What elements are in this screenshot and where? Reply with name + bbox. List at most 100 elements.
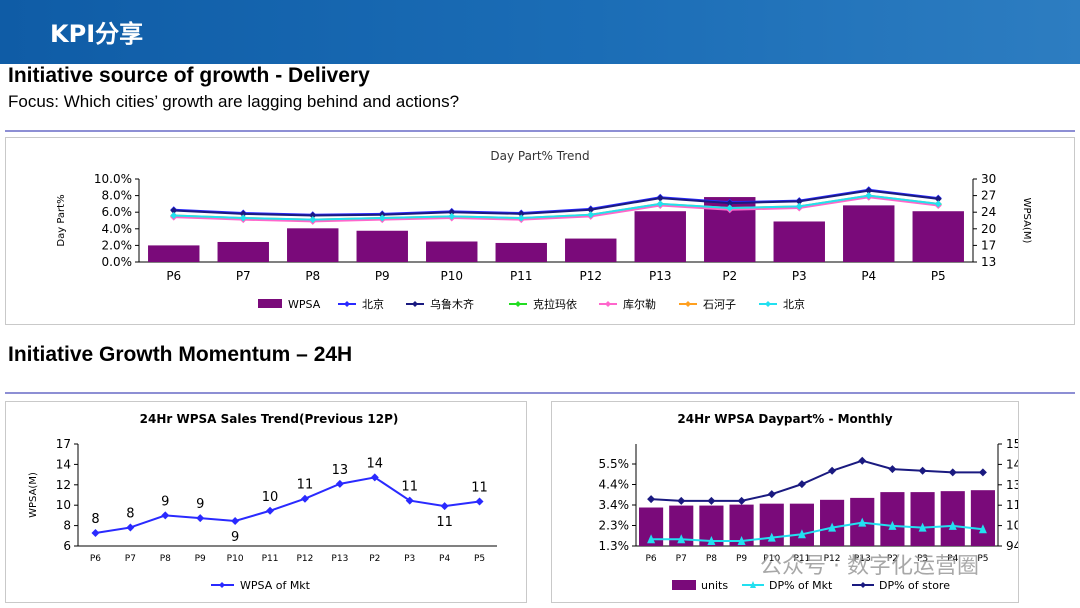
chart1-legend-label: WPSA: [288, 298, 321, 311]
chart1-xtick-label: P7: [236, 269, 251, 283]
chart2-ytick-label: 14: [56, 457, 71, 471]
chart3-series-point: [767, 490, 776, 499]
section1-subtitle: Focus: Which cities’ growth are lagging …: [8, 92, 460, 111]
chart3-series-line: [651, 459, 983, 502]
wpsa-daypart-monthly-chart: 24Hr WPSA Daypart% - Monthly 5.5% 4.4% 3.4%…: [599, 412, 1029, 592]
chart1-legend-swatch: [258, 299, 282, 308]
chart1-ytick-label: 0.0%: [102, 255, 133, 269]
chart3-xtick-label: P4: [947, 554, 958, 564]
chart2-data-label: 13: [332, 463, 349, 478]
chart3-y2tick-label: 94: [1006, 539, 1018, 553]
chart3-title: 24Hr WPSA Daypart% - Monthly: [677, 412, 892, 426]
chart2-xtick-label: P9: [195, 554, 206, 564]
chart2-data-label: 11: [297, 478, 314, 493]
chart2-xtick-label: P11: [262, 554, 279, 564]
chart1-y2tick-label: 24: [981, 205, 996, 219]
chart2-data-label: 14: [367, 456, 384, 471]
chart1-legend-marker: [412, 301, 418, 307]
chart2-series-point: [405, 496, 414, 505]
chart1-series-point: [656, 194, 664, 202]
chart2-xtick-label: P5: [474, 554, 485, 564]
watermark: 公众号 · 数字化运营圈: [760, 554, 979, 579]
chart3-series-point: [677, 534, 686, 544]
chart3-series-point: [828, 522, 837, 532]
chart3-bar-units: [940, 491, 965, 546]
chart1-series-point: [239, 214, 247, 222]
chart1-bar-wpsa: [912, 211, 964, 262]
chart2-series-point: [266, 506, 275, 515]
chart1-ytick-label: 4.0%: [102, 222, 133, 236]
chart3-legend-label: DP% of Mkt: [769, 579, 833, 592]
chart1-xtick-label: P2: [722, 269, 737, 283]
chart1-y2tick-label: 20: [981, 222, 996, 236]
chart1-bar-wpsa: [565, 238, 617, 262]
chart3-y2tick-label: 143: [1006, 457, 1018, 471]
chart1-series-point: [309, 216, 317, 224]
chart2-data-label: 9: [231, 530, 239, 545]
chart1-legend-label: 克拉玛依: [533, 297, 577, 311]
chart1-xtick-label: P11: [510, 269, 533, 283]
chart1-xtick-label: P9: [375, 269, 390, 283]
chart3-series-point: [647, 534, 656, 544]
chart1-ytick-label: 2.0%: [102, 238, 133, 252]
chart1-xtick-label: P10: [440, 269, 463, 283]
chart3-xtick-label: P7: [676, 554, 687, 564]
chart3-ytick-label: 3.4%: [599, 498, 630, 512]
chart1-series-point: [239, 210, 247, 218]
chart1-series-point: [656, 200, 664, 208]
chart2-xtick-label: P2: [369, 554, 380, 564]
chart2-xtick-label: P6: [90, 554, 101, 564]
chart3-xtick-label: P5: [977, 554, 988, 564]
chart3-series-point: [858, 517, 867, 527]
chart3-legend-marker: [750, 581, 756, 588]
chart3-xtick-label: P13: [854, 554, 871, 564]
chart1-legend-marker: [685, 301, 691, 307]
chart1-series-point: [448, 208, 456, 216]
chart2-xtick-label: P4: [439, 554, 450, 564]
chart3-series-point: [948, 520, 957, 530]
chart-panel-daypart: Day Part% Trend 10.0% 8.0% 6.0% 4.0% 2.0% 0.0%…: [5, 137, 1075, 325]
chart1-xtick-label: P5: [931, 269, 946, 283]
chart1-legend-marker: [344, 301, 350, 307]
chart1-bar-wpsa: [773, 221, 825, 262]
chart3-series-point: [647, 495, 656, 504]
chart1-xtick-label: P6: [166, 269, 181, 283]
chart2-xtick-label: P3: [404, 554, 415, 564]
chart2-series-line: [95, 476, 480, 535]
chart1-series-point: [587, 211, 595, 219]
chart2-data-label: 9: [196, 497, 204, 512]
chart3-series-point: [767, 532, 776, 542]
chart2-series-point: [370, 473, 379, 482]
chart3-series-point: [978, 468, 987, 477]
chart2-ytick-label: 12: [56, 478, 71, 492]
chart3-xtick-label: P9: [736, 554, 747, 564]
chart1-series-point: [795, 197, 803, 205]
chart2-series-point: [161, 511, 170, 520]
chart2-title: 24Hr WPSA Sales Trend(Previous 12P): [140, 412, 399, 426]
chart2-series-point: [475, 497, 484, 506]
section1-title: Initiative source of growth - Delivery: [8, 64, 370, 87]
chart3-xtick-label: P8: [706, 554, 717, 564]
chart3-series-point: [948, 468, 957, 477]
chart3-bar-units: [880, 492, 905, 546]
chart2-legend-marker: [219, 582, 225, 588]
chart1-y2tick-label: 17: [981, 238, 996, 252]
chart2-ylabel: WPSA(M): [28, 472, 39, 518]
chart2-ytick-label: 10: [56, 498, 71, 512]
section2-title: Initiative Growth Momentum – 24H: [8, 343, 353, 366]
chart3-series-point: [888, 520, 897, 530]
chart1-xtick-label: P8: [305, 269, 320, 283]
chart3-series-point: [737, 496, 746, 505]
chart2-data-label: 8: [91, 512, 99, 527]
chart2-data-label: 10: [262, 490, 279, 505]
chart1-series-point: [865, 192, 873, 200]
chart3-y2tick-label: 119: [1006, 498, 1018, 512]
chart2-series-point: [440, 502, 449, 511]
chart1-series-line: [173, 189, 939, 217]
chart2-series-point: [126, 523, 135, 532]
chart1-legend-label: 库尔勒: [623, 298, 656, 311]
chart1-legend-label: 石河子: [703, 298, 736, 311]
chart1-series-line: [173, 194, 939, 221]
chart3-legend-label: units: [701, 579, 728, 592]
chart2-xtick-label: P13: [331, 554, 348, 564]
